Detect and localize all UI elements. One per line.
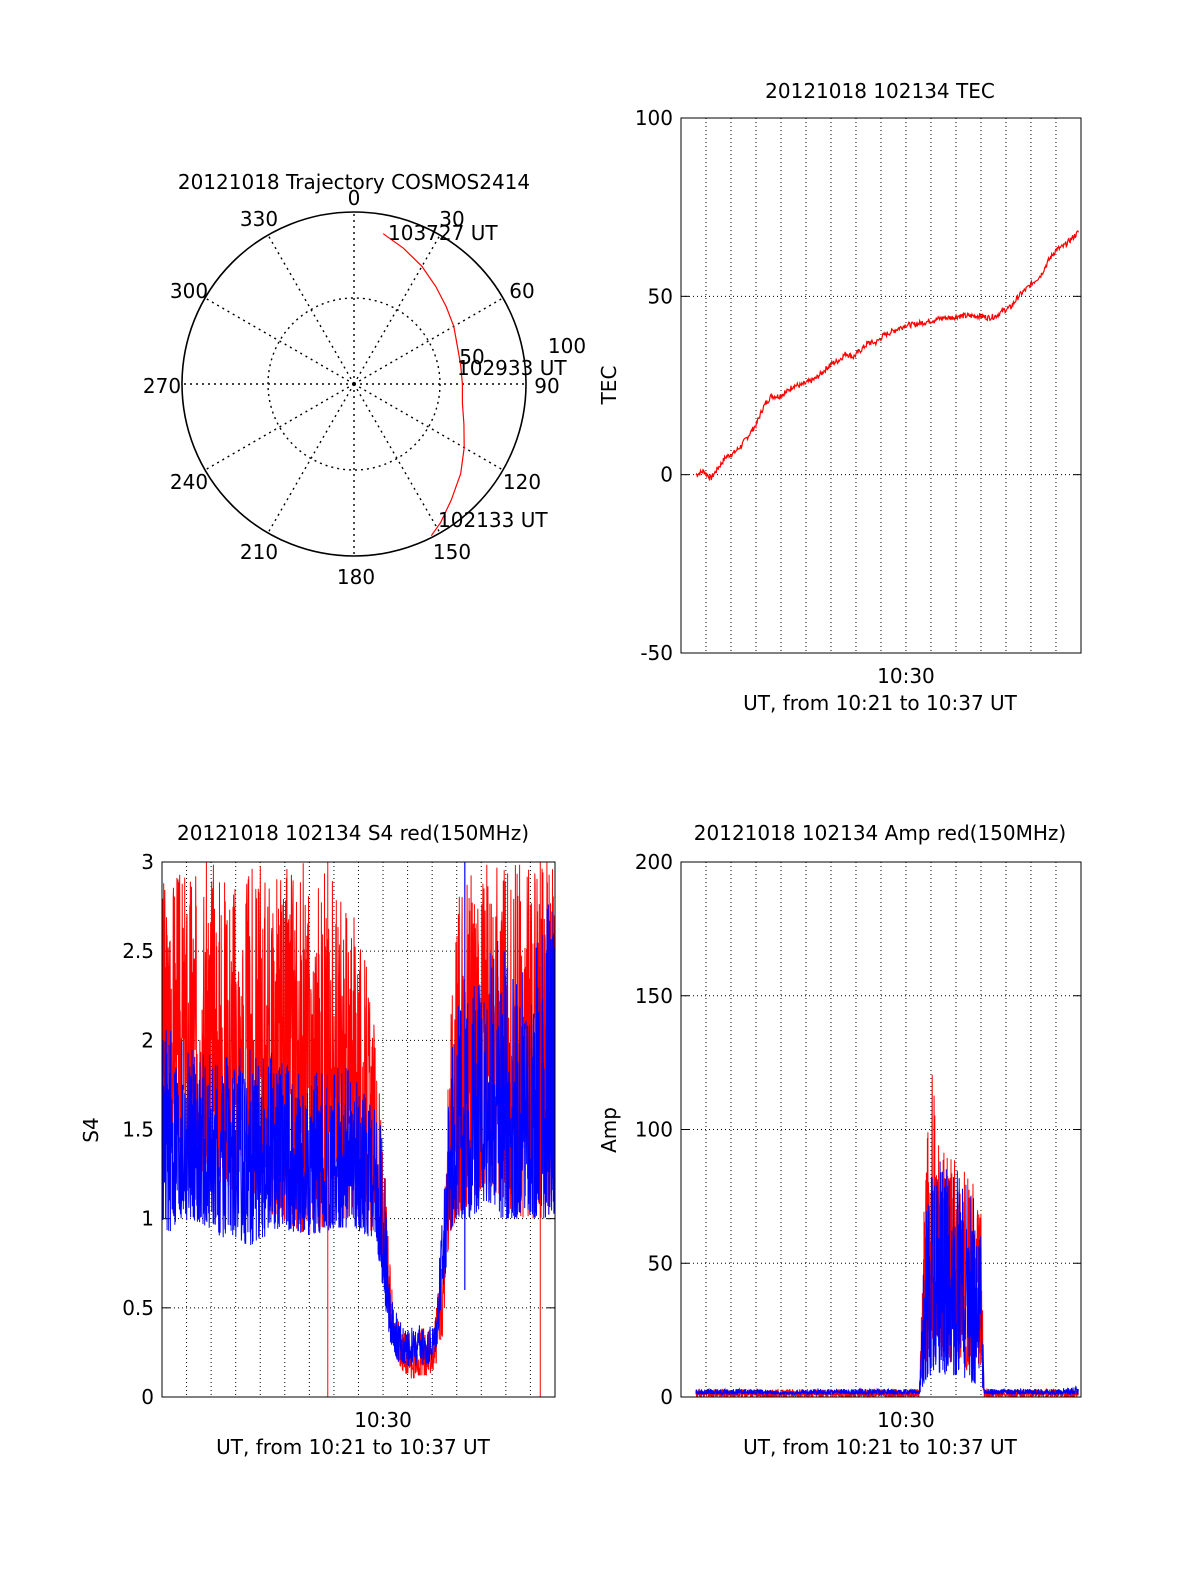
s4-y-axis-label: S4	[79, 1117, 103, 1142]
amp-x-axis-label: UT, from 10:21 to 10:37 UT	[743, 1435, 1018, 1459]
amp-x-tick-labels: 10:30	[877, 1408, 935, 1432]
polar-spoke-120	[353, 383, 504, 471]
panel-amp-series-0	[695, 1074, 1079, 1397]
radius-label-100: 100	[548, 334, 586, 358]
angle-label-300: 300	[170, 279, 208, 303]
angle-label-60: 60	[509, 279, 534, 303]
s4-y-tick-labels: 0 0.5 1 1.5 2 2.5 3	[122, 850, 154, 1409]
amp-plot-frame	[680, 861, 1082, 1398]
panel-s4-ytick-label: 0.5	[122, 1296, 154, 1320]
polar-spoke-150	[353, 383, 441, 534]
panel-amp-ytick-label: 100	[635, 1118, 673, 1142]
panel-s4-ytick-label: 2	[141, 1028, 154, 1052]
polar-title: 20121018 Trajectory COSMOS2414	[178, 170, 530, 194]
tec-x-tick-labels: 10:30	[877, 664, 935, 688]
panel-amp-ytick-label: 150	[635, 984, 673, 1008]
angle-label-0: 0	[348, 186, 361, 210]
amp-y-tick-labels: 0 50 100 150 200	[635, 850, 673, 1409]
panel-amp-series-1	[695, 1161, 1079, 1397]
tec-title: 20121018 102134 TEC	[765, 79, 995, 103]
panel-s4-ytick-label: 3	[141, 850, 154, 874]
polar-spoke-210	[267, 383, 355, 534]
panel-amp-ytick-label: 50	[648, 1251, 673, 1275]
panel-tec-ytick-label: 0	[660, 463, 673, 487]
angle-label-90: 90	[534, 374, 559, 398]
panel-amp-ytick-label: 200	[635, 850, 673, 874]
polar-spoke-300	[204, 297, 355, 385]
amp-gridlines	[681, 861, 1081, 1398]
s4-plot-frame	[161, 861, 556, 1398]
polar-outer-ring	[181, 211, 527, 557]
tec-y-tick-labels: -50 0 50 100	[635, 106, 673, 665]
time-label-end: 102133 UT	[438, 508, 548, 532]
trajectory-polar-plot: 20121018 Trajectory COSMOS2414 0 30 60 9…	[143, 170, 586, 589]
polar-spoke-330	[267, 234, 355, 385]
tec-y-axis-label: TEC	[597, 366, 621, 406]
s4-x-axis-label: UT, from 10:21 to 10:37 UT	[216, 1435, 491, 1459]
panel-s4-ytick-label: 0	[141, 1385, 154, 1409]
angle-label-180: 180	[337, 565, 375, 589]
s4-x-tick-labels: 10:30	[354, 1408, 412, 1432]
tec-gridlines	[681, 117, 1081, 654]
s4-panel: 20121018 102134 S4 red(150MHz) 0 0.5 1 1.5 2…	[79, 821, 556, 1459]
tec-plot-frame	[680, 117, 1082, 654]
panel-s4-ytick-label: 1	[141, 1207, 154, 1231]
angle-label-150: 150	[433, 540, 471, 564]
panel-s4-ytick-label: 2.5	[122, 939, 154, 963]
panel-s4-series-1	[162, 904, 555, 1367]
polar-spoke-60	[353, 297, 504, 385]
time-label-mid: 102933 UT	[457, 356, 567, 380]
angle-label-210: 210	[240, 540, 278, 564]
angle-label-330: 330	[240, 207, 278, 231]
time-label-start: 103727 UT	[388, 221, 498, 245]
panel-tec-xtick-label: 10:30	[877, 664, 935, 688]
angle-label-270: 270	[143, 374, 181, 398]
polar-angle-labels: 0 30 60 90 120 150 180 210 240 270 300 3…	[143, 186, 586, 589]
angle-label-240: 240	[170, 470, 208, 494]
radius-label-50: 50	[459, 345, 484, 369]
panel-s4-ytick-label: 1.5	[122, 1118, 154, 1142]
amp-panel: 20121018 102134 Amp red(150MHz) 0 50 100 15…	[597, 821, 1082, 1459]
panel-amp-ytick-label: 0	[660, 1385, 673, 1409]
amp-series	[695, 1074, 1079, 1397]
tec-series	[695, 230, 1080, 482]
s4-series	[162, 862, 555, 1397]
polar-spoke-30	[353, 234, 441, 385]
tec-x-axis-label: UT, from 10:21 to 10:37 UT	[743, 691, 1018, 715]
angle-label-120: 120	[503, 470, 541, 494]
amp-y-axis-label: Amp	[597, 1107, 621, 1153]
panel-tec-ytick-label: 100	[635, 106, 673, 130]
panel-tec-ytick-label: 50	[648, 284, 673, 308]
polar-spoke-240	[204, 383, 355, 471]
panel-s4-xtick-label: 10:30	[354, 1408, 412, 1432]
polar-grid	[182, 212, 526, 556]
angle-label-30: 30	[439, 207, 464, 231]
s4-title: 20121018 102134 S4 red(150MHz)	[177, 821, 529, 845]
panel-amp-xtick-label: 10:30	[877, 1408, 935, 1432]
panel-tec-ytick-label: -50	[640, 641, 673, 665]
tec-line	[695, 230, 1080, 482]
trajectory-line	[382, 233, 465, 537]
amp-title: 20121018 102134 Amp red(150MHz)	[694, 821, 1066, 845]
